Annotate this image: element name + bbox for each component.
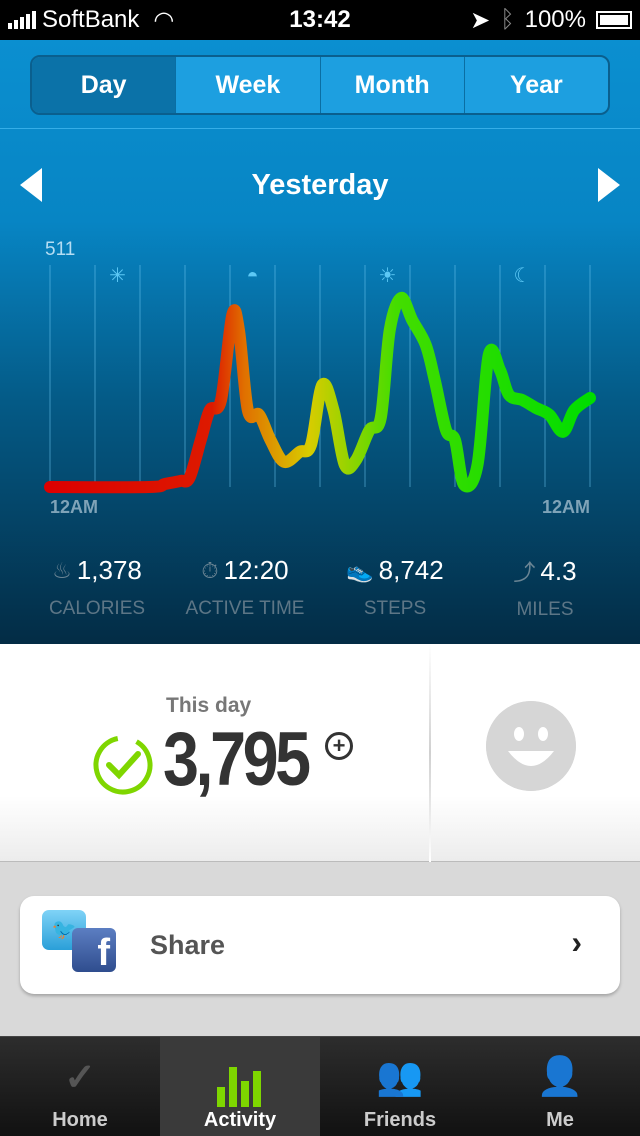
activity-panel: Day Week Month Year Yesterday 511 ✳ ◓ ☀ ☾ 1… xyxy=(0,40,640,644)
flame-icon: ♨ xyxy=(52,557,72,583)
steps-value: 8,742 xyxy=(378,555,444,585)
stat-steps: 👟 8,742 STEPS xyxy=(340,555,450,620)
stat-miles: ⤴ 4.3 MILES xyxy=(500,555,590,621)
tab-activity[interactable]: Activity xyxy=(160,1037,320,1136)
sun-icon: ☀ xyxy=(379,265,397,287)
moon-icon: ☾ xyxy=(514,265,532,287)
share-button[interactable]: 🐦 f Share › xyxy=(20,896,620,994)
tab-me[interactable]: 👤 Me xyxy=(480,1037,640,1136)
battery-percent: 100% xyxy=(524,6,586,33)
share-label: Share xyxy=(150,930,226,960)
active-time-value: 12:20 xyxy=(223,555,289,585)
x-tick-end: 12AM xyxy=(542,497,590,517)
stat-calories: ♨ 1,378 CALORIES xyxy=(42,555,152,620)
signal-icon xyxy=(8,11,36,29)
goal-check-icon xyxy=(93,735,153,795)
period-segmented-control: Day Week Month Year xyxy=(30,55,610,115)
smiley-icon[interactable] xyxy=(486,701,576,791)
stat-active-time: ⏱ 12:20 ACTIVE TIME xyxy=(180,555,310,620)
segment-year[interactable]: Year xyxy=(463,57,608,113)
fuel-score: 3,795 xyxy=(163,717,311,802)
path-icon: ⤴ xyxy=(513,560,536,585)
steps-label: STEPS xyxy=(363,598,427,619)
friends-icon: 👥 xyxy=(376,1056,424,1098)
activity-line xyxy=(44,292,596,494)
person-icon: 👤 xyxy=(536,1056,584,1098)
tab-label: Home xyxy=(52,1109,108,1131)
miles-label: MILES xyxy=(516,599,574,620)
next-day-button[interactable] xyxy=(598,168,620,202)
tab-friends[interactable]: 👥 Friends xyxy=(320,1037,480,1136)
period-title: Yesterday xyxy=(251,168,389,201)
wifi-icon: ◠ xyxy=(153,6,175,34)
segment-week[interactable]: Week xyxy=(175,57,319,113)
active-time-label: ACTIVE TIME xyxy=(185,598,305,619)
summary-card: This day 3,795 + xyxy=(0,644,640,862)
nike-swoosh-icon: ✓ xyxy=(64,1057,96,1099)
x-tick-start: 12AM xyxy=(50,497,98,517)
summary-label: This day xyxy=(166,694,252,717)
bar-chart-icon xyxy=(217,1067,261,1107)
facebook-icon: f xyxy=(72,928,116,974)
clock: 13:42 xyxy=(289,6,351,33)
night-star-icon: ✳ xyxy=(109,265,126,287)
segment-month[interactable]: Month xyxy=(319,57,464,113)
previous-day-button[interactable] xyxy=(20,168,42,202)
tab-bar: ✓ Home Activity 👥 Friends 👤 Me xyxy=(0,1036,640,1136)
carrier: SoftBank xyxy=(42,6,140,33)
tab-label: Activity xyxy=(203,1109,277,1131)
stopwatch-icon: ⏱ xyxy=(201,557,219,583)
sunrise-icon: ◓ xyxy=(246,265,258,287)
miles-value: 4.3 xyxy=(540,555,577,586)
y-max-label: 511 xyxy=(45,239,75,260)
battery-icon xyxy=(596,11,632,29)
divider xyxy=(0,128,640,129)
status-bar: SoftBank ◠ 13:42 ➤ ᛒ 100% xyxy=(0,0,640,40)
tab-label: Friends xyxy=(363,1109,437,1131)
chevron-right-icon: › xyxy=(571,924,582,960)
bluetooth-icon: ᛒ xyxy=(500,6,515,33)
shoe-icon: 👟 xyxy=(346,557,374,583)
tab-home[interactable]: ✓ Home xyxy=(0,1037,160,1136)
calories-value: 1,378 xyxy=(76,555,142,585)
tab-label: Me xyxy=(546,1109,574,1131)
calories-label: CALORIES xyxy=(48,598,146,619)
divider xyxy=(429,644,431,862)
location-icon: ➤ xyxy=(470,6,491,34)
plus-icon[interactable]: + xyxy=(325,732,353,760)
activity-chart: 511 ✳ ◓ ☀ ☾ 12AM 12AM xyxy=(44,239,596,517)
segment-day[interactable]: Day xyxy=(32,57,176,113)
